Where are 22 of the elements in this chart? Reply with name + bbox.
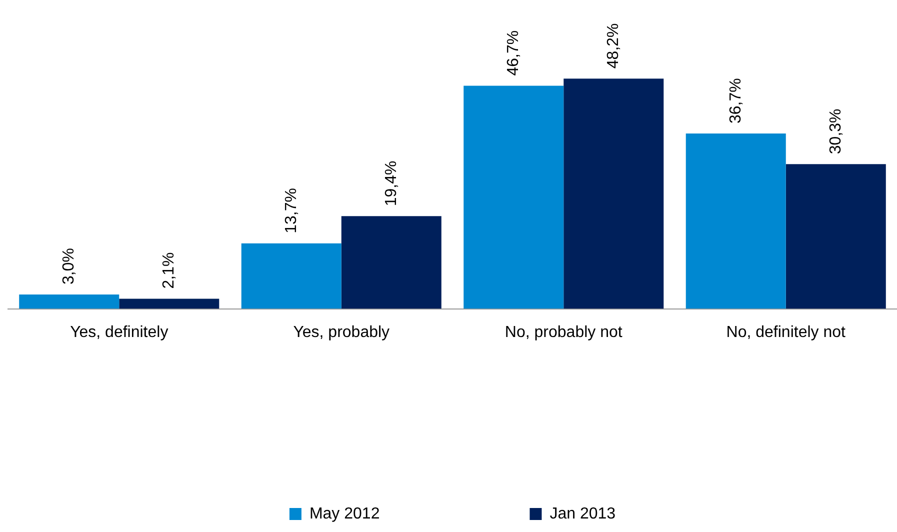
bar bbox=[786, 164, 886, 309]
bar bbox=[686, 134, 786, 309]
legend-label: May 2012 bbox=[309, 505, 380, 522]
bar bbox=[19, 294, 120, 309]
legend-label: Jan 2013 bbox=[550, 505, 616, 522]
x-tick-label: No, probably not bbox=[504, 324, 623, 341]
bar bbox=[119, 298, 220, 309]
x-tick-label: No, definitely not bbox=[726, 324, 846, 341]
bar bbox=[564, 78, 664, 309]
bar bbox=[241, 243, 342, 309]
x-tick-label: Yes, probably bbox=[293, 324, 390, 341]
data-label: 3,0% bbox=[60, 248, 78, 284]
bar bbox=[341, 216, 442, 309]
x-tick-label: Yes, definitely bbox=[70, 324, 168, 341]
data-label: 30,3% bbox=[827, 108, 844, 154]
data-label: 36,7% bbox=[727, 78, 744, 124]
bar bbox=[464, 86, 564, 309]
data-label: 13,7% bbox=[282, 188, 300, 234]
data-label: 2,1% bbox=[160, 252, 178, 289]
data-label: 19,4% bbox=[382, 160, 400, 206]
data-label: 48,2% bbox=[605, 23, 622, 69]
data-label: 46,7% bbox=[505, 30, 522, 76]
